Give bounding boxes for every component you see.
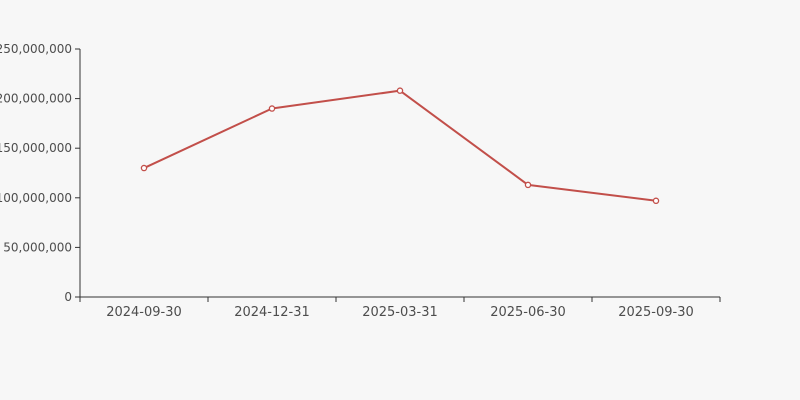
x-tick-label: 2024-09-30 xyxy=(106,305,182,320)
x-tick-label: 2025-09-30 xyxy=(618,305,694,320)
data-point xyxy=(268,105,276,112)
data-point xyxy=(524,181,532,189)
y-tick-label: 150,000,000 xyxy=(0,141,72,155)
y-tick-label: 0 xyxy=(64,290,72,304)
y-tick-label: 200,000,000 xyxy=(0,92,72,106)
y-tick-label: 50,000,000 xyxy=(3,240,72,254)
data-point xyxy=(652,197,660,205)
data-point xyxy=(396,87,404,94)
x-tick-label: 2025-03-31 xyxy=(362,305,438,320)
data-point xyxy=(140,164,148,172)
x-tick-label: 2025-06-30 xyxy=(490,305,566,320)
y-tick-label: 100,000,000 xyxy=(0,191,72,205)
series-line xyxy=(143,89,657,202)
y-tick-label: 250,000,000 xyxy=(0,42,72,56)
x-tick-label: 2024-12-31 xyxy=(234,305,310,320)
